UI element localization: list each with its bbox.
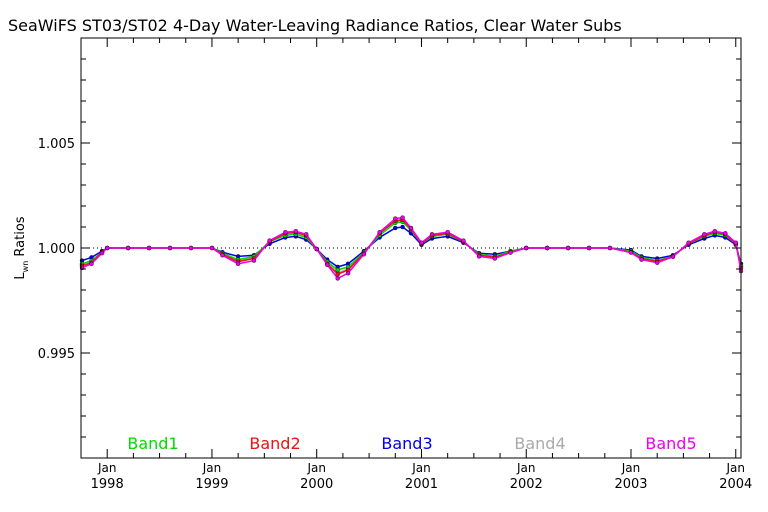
data-point bbox=[655, 260, 660, 265]
data-point bbox=[524, 245, 529, 251]
data-point bbox=[267, 238, 272, 243]
x-tick-month-label: Jan bbox=[202, 461, 222, 475]
data-point bbox=[209, 245, 215, 251]
x-tick-year-label: 2004 bbox=[719, 477, 752, 492]
axes: 0.995 1.000 1.005 Jan 1998 Jan 1999 Jan 2000 Jan 2… bbox=[38, 37, 752, 492]
data-point bbox=[400, 224, 405, 230]
data-point bbox=[304, 232, 309, 237]
x-tick-year-label: 2003 bbox=[614, 477, 647, 492]
data-point bbox=[628, 250, 634, 255]
legend-band2: Band2 bbox=[249, 434, 300, 453]
data-point bbox=[408, 225, 414, 231]
y-tick-label: 1.000 bbox=[38, 242, 75, 257]
data-point bbox=[335, 276, 340, 281]
legend-band4: Band4 bbox=[514, 434, 565, 453]
x-tick-year-label: 1999 bbox=[195, 477, 228, 492]
x-tick-year-label: 1998 bbox=[91, 477, 124, 492]
y-axis-label: Lwn Ratios bbox=[13, 216, 30, 279]
x-tick-year-label: 2001 bbox=[405, 477, 438, 492]
data-point bbox=[400, 215, 405, 220]
data-point bbox=[492, 256, 497, 261]
data-point bbox=[283, 229, 288, 235]
x-tick-month-label: Jan bbox=[726, 461, 746, 475]
data-point bbox=[335, 267, 340, 273]
data-point bbox=[104, 245, 110, 251]
y-axis-label-sub: wn bbox=[21, 261, 30, 273]
data-point bbox=[429, 232, 435, 237]
data-point bbox=[99, 250, 105, 256]
legend-band5: Band5 bbox=[645, 434, 696, 453]
data-point bbox=[445, 229, 450, 235]
data-point bbox=[325, 262, 330, 267]
data-point bbox=[670, 254, 676, 259]
data-point bbox=[639, 257, 644, 262]
data-point bbox=[314, 246, 319, 252]
data-point bbox=[146, 245, 152, 251]
x-tick-month-label: Jan bbox=[97, 461, 117, 475]
data-point bbox=[167, 245, 173, 251]
data-point bbox=[686, 240, 691, 245]
data-point bbox=[607, 245, 613, 251]
data-point bbox=[461, 238, 466, 243]
data-point bbox=[476, 254, 482, 259]
data-point bbox=[723, 231, 728, 236]
data-point bbox=[345, 271, 351, 276]
data-point bbox=[733, 240, 738, 245]
x-tick-month-label: Jan bbox=[411, 461, 431, 475]
data-point bbox=[125, 245, 131, 251]
data-point bbox=[393, 216, 398, 221]
y-axis-label-rest: Ratios bbox=[13, 216, 28, 261]
legend: Band1 Band2 Band3 Band4 Band5 bbox=[127, 434, 696, 453]
data-point bbox=[565, 245, 571, 251]
y-axis-label-main: L bbox=[13, 272, 28, 280]
data-point bbox=[361, 252, 367, 257]
data-point bbox=[712, 228, 717, 234]
data-point bbox=[419, 240, 424, 245]
data-point bbox=[377, 229, 382, 235]
data-point bbox=[586, 245, 592, 251]
data-point bbox=[545, 245, 550, 251]
data-point bbox=[220, 253, 225, 258]
x-tick-month-label: Jan bbox=[621, 461, 641, 475]
data-point bbox=[508, 250, 513, 255]
data-point bbox=[235, 261, 241, 266]
x-tick-year-label: 2002 bbox=[510, 477, 543, 492]
x-tick-month-label: Jan bbox=[516, 461, 536, 475]
data-point bbox=[251, 258, 257, 263]
data-point bbox=[188, 245, 194, 251]
data-point bbox=[293, 228, 298, 234]
legend-band1: Band1 bbox=[127, 434, 178, 453]
legend-band3: Band3 bbox=[381, 434, 432, 453]
data-point bbox=[393, 225, 398, 231]
series-band5 bbox=[79, 215, 744, 281]
series-layer bbox=[79, 215, 744, 281]
x-tick-year-label: 2000 bbox=[300, 477, 333, 492]
chart-title: SeaWiFS ST03/ST02 4-Day Water-Leaving Ra… bbox=[8, 16, 622, 35]
data-point bbox=[89, 261, 94, 266]
x-tick-month-label: Jan bbox=[306, 461, 326, 475]
data-point bbox=[702, 232, 707, 237]
y-tick-label: 1.005 bbox=[38, 137, 75, 152]
y-tick-label: 0.995 bbox=[38, 347, 75, 362]
